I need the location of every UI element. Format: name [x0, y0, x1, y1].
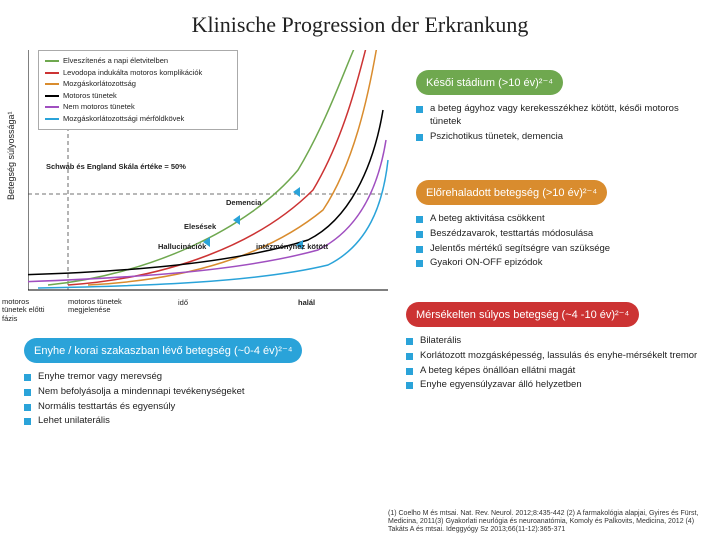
- legend-label: Mozgáskorlátozottság: [63, 79, 136, 90]
- legend: Elveszítenés a napi életvitelbenLevodopa…: [38, 50, 238, 130]
- stage-bullet: Korlátozott mozgásképesség, lassulás és …: [406, 350, 706, 363]
- stage-mod-list: Bilaterális Korlátozott mozgásképesség, l…: [406, 335, 706, 392]
- legend-row: Nem motoros tünetek: [45, 102, 231, 113]
- stage-bullet: a beteg ágyhoz vagy kerekesszékhez kötöt…: [416, 103, 706, 129]
- legend-swatch: [45, 60, 59, 62]
- legend-swatch: [45, 72, 59, 74]
- label-intezmeny: intézményhez kötött: [256, 242, 328, 251]
- references: (1) Coelho M és mtsai. Nat. Rev. Neurol.…: [388, 510, 710, 534]
- label-demencia: Demencia: [226, 198, 261, 207]
- stage-bullet: Jelentős mértékű segítségre van szüksége: [416, 243, 706, 256]
- stage-late: Késői stádium (>10 év)²⁻⁴ a beteg ágyhoz…: [416, 70, 706, 145]
- legend-label: Mozgáskorlátozottsági mérföldkövek: [63, 114, 184, 125]
- stage-bullet: Bilaterális: [406, 335, 706, 348]
- stage-adv-title: Előrehaladott betegség (>10 év)²⁻⁴: [416, 180, 607, 205]
- stage-bullet: Enyhe egyensúlyzavar álló helyzetben: [406, 379, 706, 392]
- legend-swatch: [45, 118, 59, 120]
- stage-early-title: Enyhe / korai szakaszban lévő betegség (…: [24, 338, 302, 363]
- stage-bullet: Enyhe tremor vagy merevség: [24, 371, 324, 384]
- page-title: Klinische Progression der Erkrankung: [0, 0, 720, 42]
- label-elesesek: Elesések: [184, 222, 216, 231]
- stage-moderate: Mérsékelten súlyos betegség (~4 -10 év)²…: [406, 302, 706, 394]
- stage-bullet: Nem befolyásolja a mindennapi tevékenysé…: [24, 386, 324, 399]
- stage-bullet: Normális testtartás és egyensúly: [24, 401, 324, 414]
- stage-bullet: A beteg képes önállóan ellátni magát: [406, 365, 706, 378]
- legend-row: Mozgáskorlátozottsági mérföldkövek: [45, 114, 231, 125]
- stage-bullet: Gyakori ON-OFF epizódok: [416, 257, 706, 270]
- legend-label: Elveszítenés a napi életvitelben: [63, 56, 168, 67]
- legend-label: Motoros tünetek: [63, 91, 117, 102]
- stage-bullet: Beszédzavarok, testtartás módosulása: [416, 228, 706, 241]
- xaxis-time: idő: [178, 298, 188, 307]
- schwab-label: Schwab és England Skála értéke = 50%: [46, 162, 186, 171]
- stage-advanced: Előrehaladott betegség (>10 év)²⁻⁴ A bet…: [416, 180, 706, 272]
- xaxis-death: halál: [298, 298, 315, 307]
- stage-late-list: a beteg ágyhoz vagy kerekesszékhez kötöt…: [416, 103, 706, 143]
- xaxis-onset: motoros tünetek megjelenése: [68, 298, 128, 315]
- progression-chart: Elveszítenés a napi életvitelbenLevodopa…: [28, 50, 388, 300]
- stage-mod-title: Mérsékelten súlyos betegség (~4 -10 év)²…: [406, 302, 639, 327]
- stage-early: Enyhe / korai szakaszban lévő betegség (…: [24, 338, 324, 430]
- legend-swatch: [45, 95, 59, 97]
- y-axis-label: Betegség súlyossága¹: [6, 111, 16, 200]
- stage-bullet: A beteg aktivitása csökkent: [416, 213, 706, 226]
- legend-label: Levodopa indukálta motoros komplikációk: [63, 68, 202, 79]
- legend-swatch: [45, 106, 59, 108]
- stage-bullet: Lehet unilaterális: [24, 415, 324, 428]
- stage-adv-list: A beteg aktivitása csökkent Beszédzavarok…: [416, 213, 706, 270]
- legend-row: Levodopa indukálta motoros komplikációk: [45, 68, 231, 79]
- stage-late-title: Késői stádium (>10 év)²⁻⁴: [416, 70, 563, 95]
- label-hallucinaciok: Hallucinációk: [158, 242, 206, 251]
- legend-swatch: [45, 83, 59, 85]
- legend-row: Motoros tünetek: [45, 91, 231, 102]
- xaxis-preclinical: motoros tünetek előtti fázis: [2, 298, 52, 323]
- legend-row: Mozgáskorlátozottság: [45, 79, 231, 90]
- legend-label: Nem motoros tünetek: [63, 102, 135, 113]
- stage-bullet: Pszichotikus tünetek, demencia: [416, 131, 706, 144]
- stage-early-list: Enyhe tremor vagy merevség Nem befolyásol…: [24, 371, 324, 428]
- legend-row: Elveszítenés a napi életvitelben: [45, 56, 231, 67]
